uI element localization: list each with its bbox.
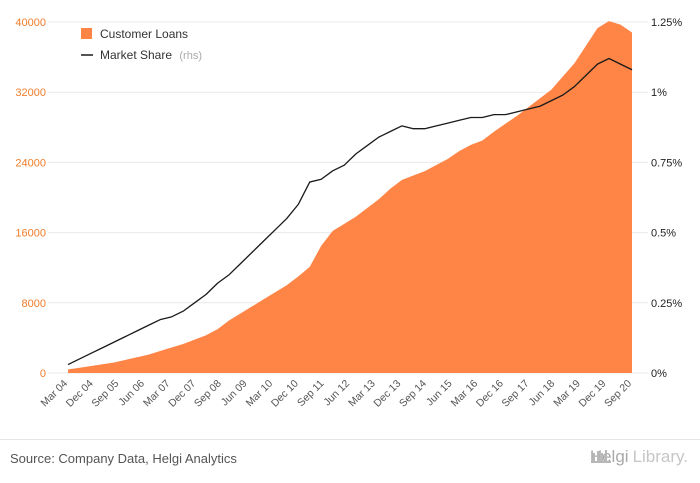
legend-label-market-share-suffix: (rhs) [179, 50, 202, 62]
library-icon [590, 450, 611, 463]
series-market-share-line [67, 57, 633, 366]
x-tick-label: Jun 12 [321, 378, 352, 409]
right-tick-label: 0% [651, 368, 667, 380]
left-tick-label: 24000 [15, 157, 46, 169]
x-tick-label: Dec 10 [269, 378, 301, 410]
x-tick-label: Jun 09 [219, 378, 250, 409]
x-tick-label: Dec 04 [64, 378, 96, 410]
brand-logo[interactable]: Helgi Library. [590, 447, 688, 467]
x-tick-label: Mar 07 [141, 378, 173, 410]
x-tick-label: Jun 15 [424, 378, 455, 409]
legend-label-customer-loans: Customer Loans [100, 27, 188, 41]
legend-swatch-customer-loans [81, 28, 92, 39]
left-tick-label: 16000 [15, 228, 46, 240]
right-tick-label: 0.25% [651, 298, 682, 310]
x-tick-label: Sep 17 [500, 378, 532, 410]
legend-label-market-share-name: Market Share [100, 48, 172, 62]
footer-divider [0, 439, 700, 440]
right-axis: 0% 0.25% 0.5% 0.75% 1% 1.25% [651, 17, 682, 380]
source-note: Source: Company Data, Helgi Analytics [10, 451, 237, 466]
right-tick-label: 0.75% [651, 157, 682, 169]
line-layer [67, 57, 633, 366]
left-tick-label: 8000 [22, 298, 46, 310]
x-tick-label: Dec 13 [371, 378, 403, 410]
legend[interactable]: Customer Loans Market Share (rhs) [81, 27, 202, 62]
x-tick-label: Mar 04 [39, 378, 71, 410]
x-tick-label: Sep 20 [602, 378, 634, 410]
x-tick-label: Sep 11 [295, 378, 327, 410]
right-tick-label: 1% [651, 87, 667, 99]
x-tick-label: Mar 10 [244, 378, 276, 410]
left-tick-label: 32000 [15, 87, 46, 99]
x-tick-label: Sep 05 [89, 378, 121, 410]
legend-label-market-share: Market Share (rhs) [100, 48, 202, 62]
right-tick-label: 1.25% [651, 17, 682, 29]
left-tick-label: 40000 [15, 17, 46, 29]
x-tick-label: Mar 16 [449, 378, 481, 410]
left-tick-label: 0 [40, 368, 46, 380]
x-tick-label: Sep 08 [192, 378, 224, 410]
x-tick-label: Jun 18 [526, 378, 557, 409]
x-tick-label: Mar 13 [346, 378, 378, 410]
chart-svg: 0 8000 16000 24000 32000 40000 0% 0.25% 0.5% 0.7… [15, 17, 682, 410]
area-layer [68, 21, 632, 374]
left-axis: 0 8000 16000 24000 32000 40000 [15, 17, 46, 380]
x-tick-label: Dec 07 [166, 378, 198, 410]
x-tick-label: Mar 19 [551, 378, 583, 410]
x-tick-label: Dec 19 [576, 378, 608, 410]
x-tick-label: Jun 06 [116, 378, 147, 409]
brand-name-part2: Library. [632, 447, 688, 466]
x-tick-label: Dec 16 [474, 378, 506, 410]
x-tick-label: Sep 14 [397, 378, 429, 410]
series-customer-loans-area [68, 21, 632, 374]
right-tick-label: 0.5% [651, 228, 676, 240]
